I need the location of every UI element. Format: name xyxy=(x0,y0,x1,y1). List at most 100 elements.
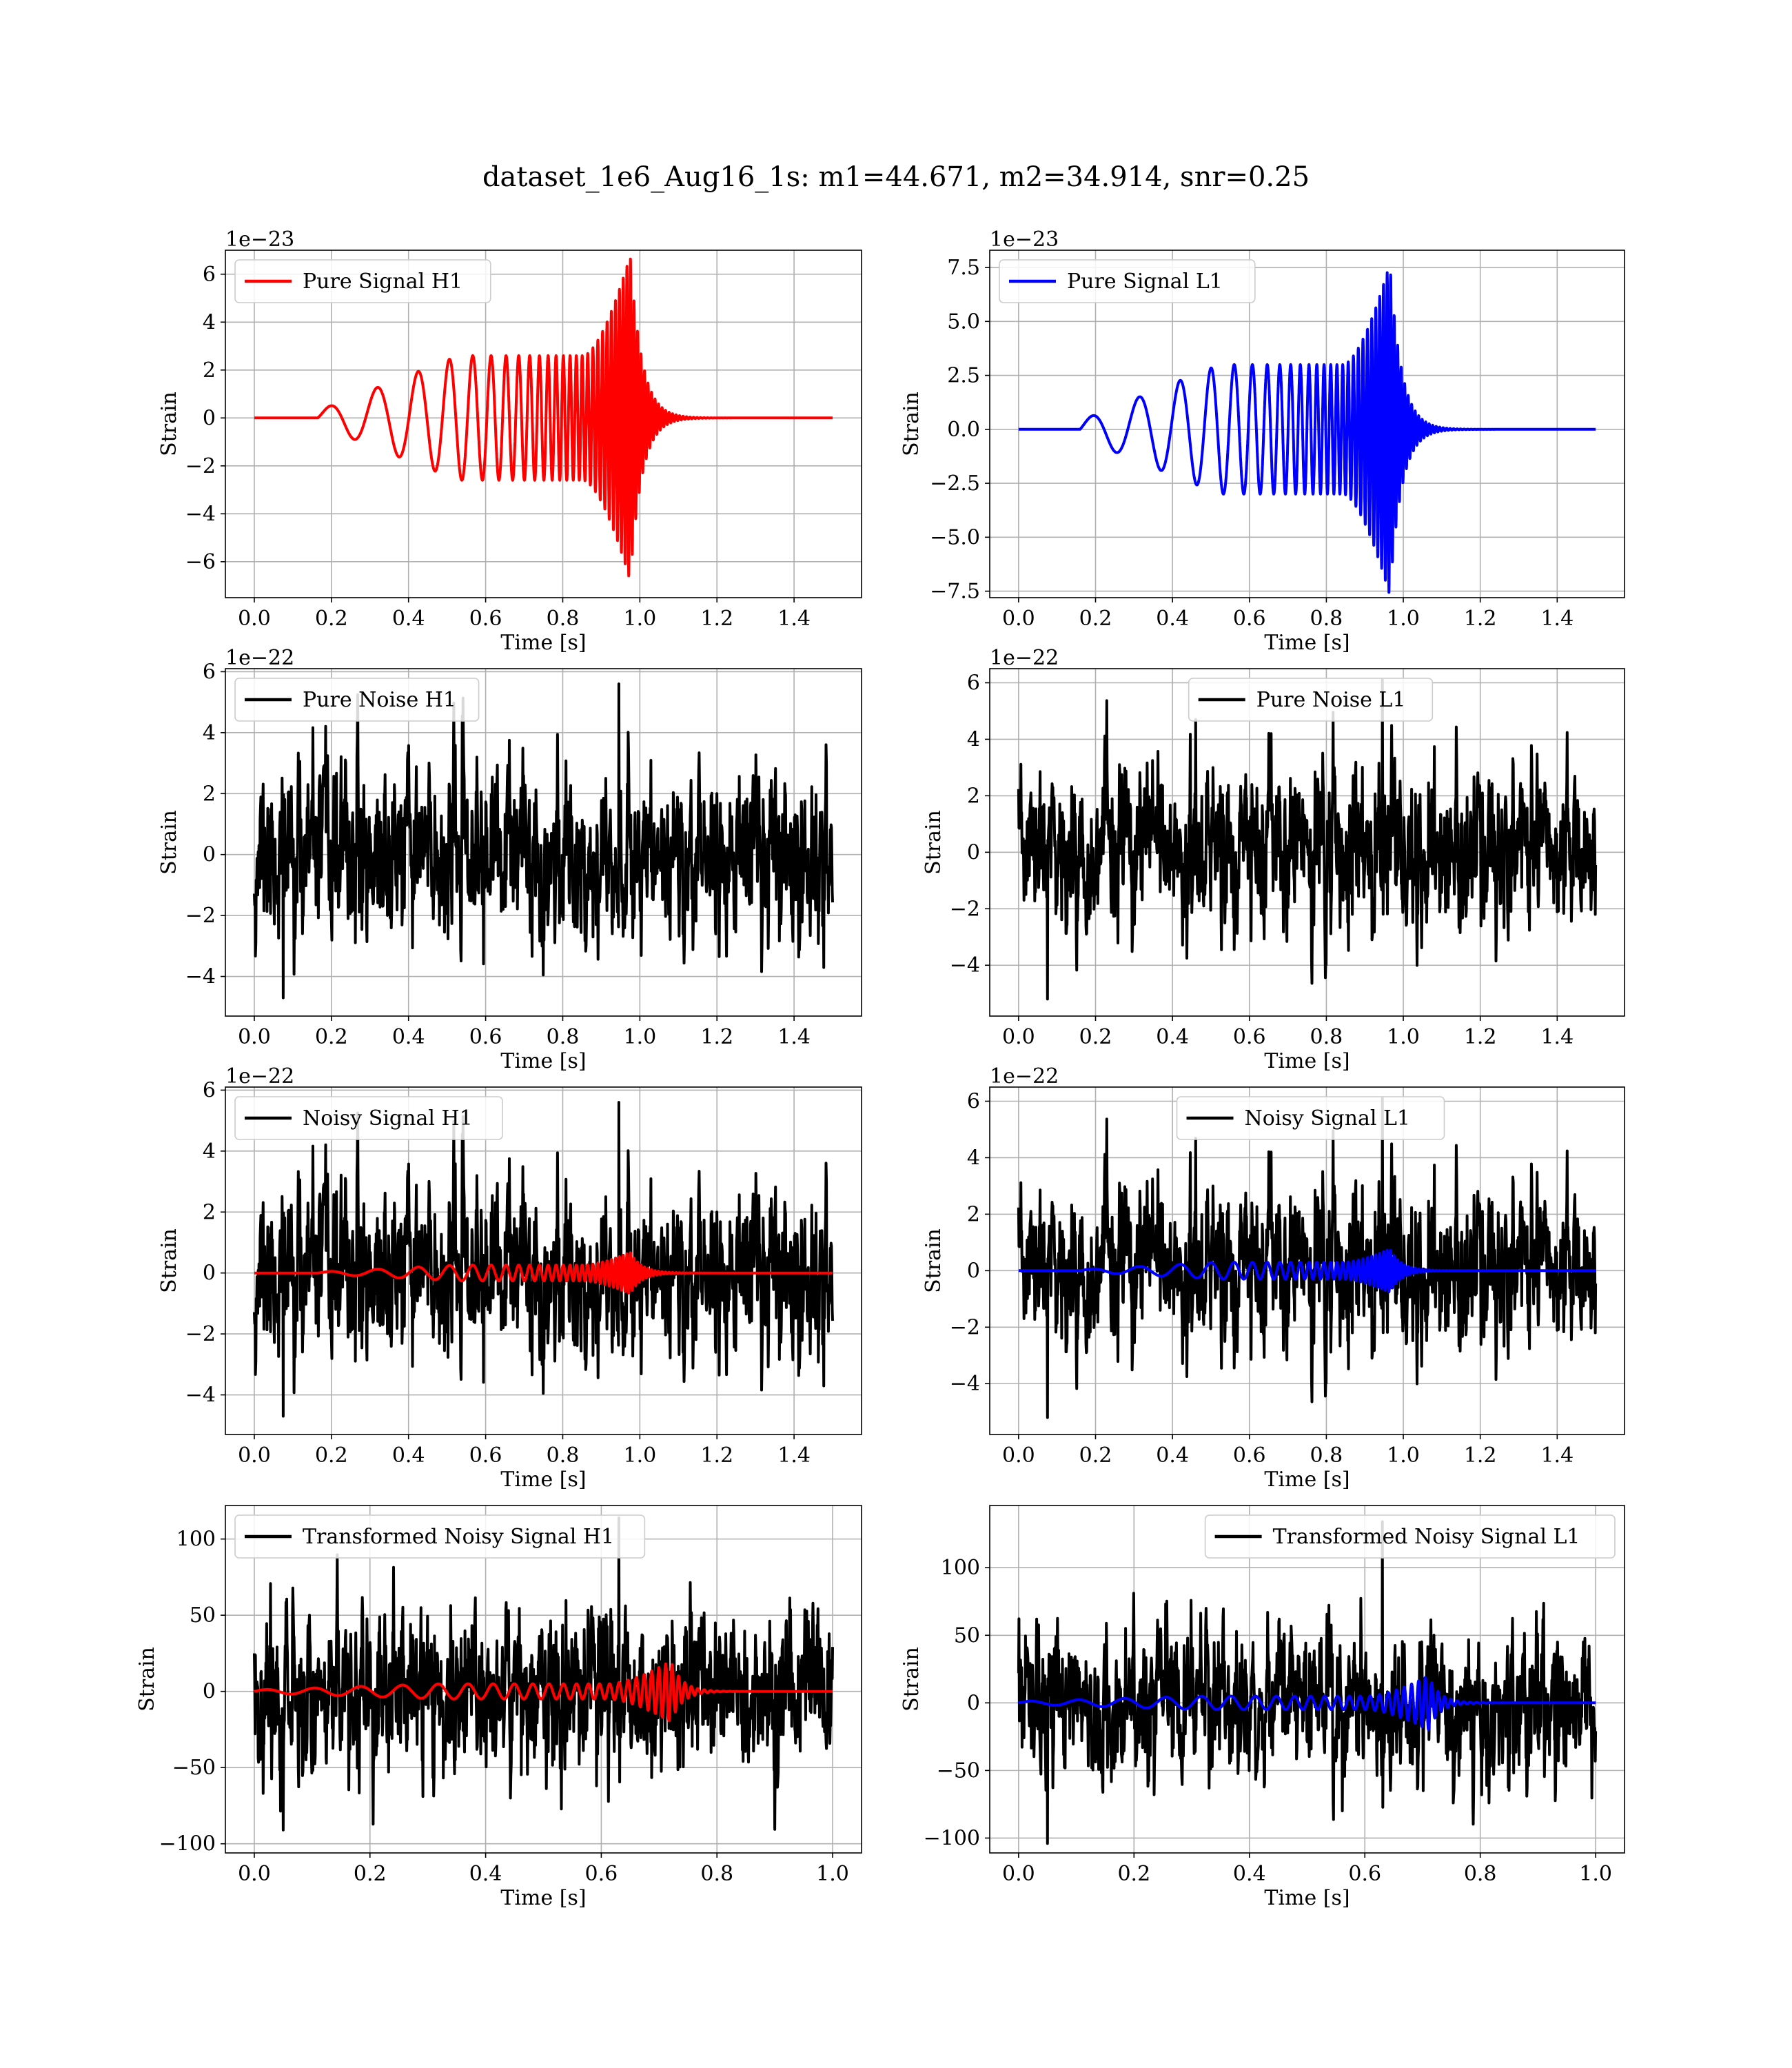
x-tick-label: 0.8 xyxy=(1310,1025,1343,1049)
y-tick-label: 2 xyxy=(967,784,980,808)
y-tick-label: −2 xyxy=(185,904,216,928)
offset-text: 1e−23 xyxy=(225,227,294,252)
x-tick-label: 1.0 xyxy=(816,1862,849,1886)
y-tick-label: 4 xyxy=(203,310,216,334)
x-tick-label: 1.0 xyxy=(623,1443,656,1468)
y-tick-label: 100 xyxy=(941,1556,980,1580)
y-tick-label: 4 xyxy=(203,1139,216,1164)
y-tick-label: −2 xyxy=(185,1322,216,1346)
y-tick-label: −2 xyxy=(950,897,980,921)
x-tick-label: 0.4 xyxy=(1233,1862,1266,1886)
x-tick-label: 0.8 xyxy=(1310,1443,1343,1468)
legend-label: Pure Noise L1 xyxy=(1256,688,1406,712)
y-tick-label: 0 xyxy=(967,840,980,864)
y-tick-label: −100 xyxy=(159,1832,216,1856)
y-tick-label: 6 xyxy=(967,671,980,695)
x-tick-label: 1.0 xyxy=(1579,1862,1612,1886)
y-tick-label: 2 xyxy=(967,1202,980,1226)
x-tick-label: 0.2 xyxy=(1079,1443,1112,1468)
x-tick-label: 0.4 xyxy=(1156,1025,1189,1049)
y-tick-label: 0.0 xyxy=(947,418,980,442)
subplot-grid: 0.0 0.2 0.4 0.6 0.8 1.0 1.2 1.4 −6 −4 −2 0 2 4 6 Time [… xyxy=(135,227,1625,1910)
subplot-transformed-noisy-signal-h1: 0.0 0.2 0.4 0.6 0.8 1.0 −100 −50 0 50 100 Time [s] S… xyxy=(135,1505,862,1910)
axes-frame xyxy=(225,250,862,598)
y-tick-label: 50 xyxy=(190,1603,216,1628)
y-tick-label: 0 xyxy=(967,1691,980,1715)
y-axis-label: Strain xyxy=(899,392,924,456)
x-tick-label: 0.0 xyxy=(1002,1443,1035,1468)
series-line-overlay-1 xyxy=(1017,1248,1597,1294)
y-tick-label: −4 xyxy=(185,965,216,989)
x-tick-label: 0.8 xyxy=(547,607,580,631)
y-tick-label: 6 xyxy=(203,660,216,684)
legend-label: Pure Signal H1 xyxy=(303,270,462,294)
x-tick-label: 0.4 xyxy=(392,607,425,631)
x-tick-label: 0.6 xyxy=(469,1443,502,1468)
y-tick-label: 0 xyxy=(203,843,216,867)
subplot-pure-signal-h1: 0.0 0.2 0.4 0.6 0.8 1.0 1.2 1.4 −6 −4 −2 0 2 4 6 Time [… xyxy=(157,227,862,655)
series-line-noisy-signal-l1 xyxy=(1017,1097,1598,1419)
x-axis-label: Time [s] xyxy=(500,1886,586,1910)
y-tick-label: −2 xyxy=(185,454,216,478)
y-tick-label: −2 xyxy=(950,1315,980,1339)
series-line-pure-signal-l1 xyxy=(1017,271,1597,594)
x-tick-label: 1.2 xyxy=(1464,607,1497,631)
legend: Transformed Noisy Signal L1 xyxy=(1204,1514,1616,1559)
x-tick-label: 1.4 xyxy=(1540,1025,1574,1049)
x-tick-label: 1.4 xyxy=(777,1443,811,1468)
subplot-pure-noise-h1: 0.0 0.2 0.4 0.6 0.8 1.0 1.2 1.4 −4 −2 0 2 4 6 Time [s]… xyxy=(157,646,862,1073)
x-tick-label: 0.0 xyxy=(1002,607,1035,631)
series-line-noisy-signal-h1 xyxy=(253,1101,834,1418)
offset-text: 1e−22 xyxy=(990,646,1059,670)
subplot-noisy-signal-h1: 0.0 0.2 0.4 0.6 0.8 1.0 1.2 1.4 −4 −2 0 2 4 6 Time [s]… xyxy=(157,1064,862,1492)
legend: Noisy Signal L1 xyxy=(1176,1096,1445,1140)
x-tick-label: 1.2 xyxy=(1464,1443,1497,1468)
y-axis-label: Strain xyxy=(135,1647,159,1712)
x-tick-label: 1.2 xyxy=(700,607,733,631)
legend: Pure Signal L1 xyxy=(999,259,1256,303)
x-axis-label: Time [s] xyxy=(500,1049,586,1073)
series-line-pure-noise-l1 xyxy=(1017,678,1598,1001)
axes-frame xyxy=(989,250,1625,598)
legend-label: Pure Signal L1 xyxy=(1067,270,1223,294)
y-tick-label: 100 xyxy=(176,1528,216,1552)
y-tick-label: −4 xyxy=(185,1383,216,1408)
series-line-transformed-noisy-signal-l1 xyxy=(1017,1520,1598,1845)
legend-box xyxy=(234,1514,646,1559)
x-tick-label: 0.6 xyxy=(1348,1862,1381,1886)
x-tick-label: 0.8 xyxy=(547,1443,580,1468)
legend-label: Noisy Signal L1 xyxy=(1245,1106,1410,1131)
y-tick-label: 7.5 xyxy=(947,256,980,280)
x-tick-label: 0.8 xyxy=(700,1862,733,1886)
series-line-overlay-1 xyxy=(253,1251,834,1295)
axes-frame xyxy=(989,1505,1625,1854)
x-tick-label: 1.0 xyxy=(623,1025,656,1049)
x-tick-label: 1.4 xyxy=(777,607,811,631)
y-tick-label: 2 xyxy=(203,782,216,806)
x-tick-label: 0.4 xyxy=(392,1025,425,1049)
y-axis-label: Strain xyxy=(157,392,181,456)
series-line-overlay-1 xyxy=(1017,1676,1597,1731)
axes-frame xyxy=(225,1505,862,1854)
offset-text: 1e−22 xyxy=(225,646,294,670)
axes-frame xyxy=(225,668,862,1017)
y-axis-label: Strain xyxy=(899,1647,924,1712)
x-tick-label: 0.2 xyxy=(315,607,348,631)
y-tick-label: 4 xyxy=(967,727,980,751)
y-axis-label: Strain xyxy=(157,810,181,875)
legend: Noisy Signal H1 xyxy=(234,1096,503,1140)
series-line-transformed-noisy-signal-h1 xyxy=(253,1516,834,1832)
axes-frame xyxy=(989,1086,1625,1435)
x-axis-label: Time [s] xyxy=(1264,1886,1350,1910)
series-group xyxy=(1017,1520,1598,1845)
series-line-overlay-1 xyxy=(253,1662,834,1723)
x-tick-label: 0.4 xyxy=(1156,607,1189,631)
y-tick-label: 2 xyxy=(203,358,216,383)
y-tick-label: −4 xyxy=(950,1372,980,1396)
x-tick-label: 1.4 xyxy=(1540,1443,1574,1468)
y-tick-label: 0 xyxy=(203,406,216,430)
subplot-pure-signal-l1: 0.0 0.2 0.4 0.6 0.8 1.0 1.2 1.4 −7.5 −5.0 −2.5 0.0 2… xyxy=(899,227,1625,655)
legend-label: Pure Noise H1 xyxy=(303,688,456,712)
x-tick-label: 1.4 xyxy=(777,1025,811,1049)
